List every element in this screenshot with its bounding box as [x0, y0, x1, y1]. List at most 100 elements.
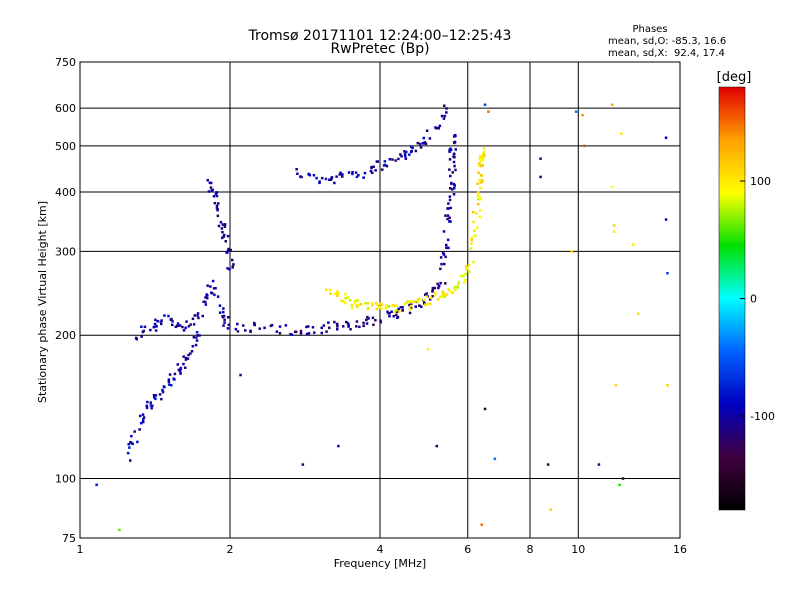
- x-tick-label: 1: [77, 543, 84, 556]
- data-point: [362, 324, 365, 328]
- data-point: [253, 321, 256, 325]
- data-point: [191, 345, 195, 348]
- data-point: [152, 325, 156, 329]
- data-point: [443, 262, 446, 266]
- data-point: [202, 300, 205, 303]
- data-point: [487, 110, 490, 113]
- data-point: [218, 304, 222, 307]
- data-point: [442, 251, 445, 255]
- data-point: [192, 336, 196, 339]
- data-point: [380, 303, 384, 306]
- data-point: [223, 233, 226, 237]
- data-point: [477, 171, 480, 174]
- data-point: [417, 300, 420, 304]
- data-point: [403, 153, 407, 156]
- data-point: [483, 153, 486, 157]
- data-point: [372, 165, 375, 168]
- y-tick-label: 200: [55, 329, 76, 342]
- data-point: [217, 224, 221, 228]
- data-point: [307, 325, 310, 328]
- data-point: [163, 385, 166, 389]
- data-point: [236, 322, 239, 326]
- data-point: [611, 103, 614, 106]
- data-point: [187, 353, 190, 357]
- data-point: [479, 186, 482, 190]
- data-point: [129, 440, 132, 444]
- data-point: [335, 175, 338, 178]
- data-point: [445, 107, 448, 110]
- data-point: [424, 303, 428, 307]
- data-point: [398, 310, 401, 313]
- data-point: [478, 162, 481, 165]
- data-point: [399, 306, 403, 309]
- data-point: [403, 303, 406, 306]
- data-point: [404, 154, 407, 158]
- data-point: [422, 141, 426, 145]
- data-point: [408, 303, 411, 307]
- data-point: [401, 309, 404, 312]
- data-point: [481, 180, 484, 183]
- data-point: [481, 164, 484, 167]
- data-point: [453, 140, 457, 144]
- data-point: [453, 133, 457, 137]
- data-point: [207, 190, 211, 193]
- data-point: [347, 325, 350, 328]
- data-point: [395, 309, 398, 312]
- data-point: [429, 302, 432, 306]
- data-point: [196, 334, 199, 337]
- data-point: [126, 451, 130, 455]
- data-point: [305, 332, 309, 336]
- data-point: [320, 176, 324, 180]
- data-point: [222, 314, 226, 318]
- data-point: [446, 217, 449, 221]
- data-point: [405, 150, 408, 154]
- data-point: [222, 310, 225, 314]
- data-point: [160, 322, 163, 326]
- data-point: [365, 322, 369, 325]
- data-point: [160, 397, 163, 401]
- data-point: [139, 414, 142, 418]
- data-point: [395, 304, 398, 307]
- data-point: [372, 323, 375, 326]
- data-point: [447, 246, 450, 250]
- data-point: [128, 446, 131, 449]
- data-point: [447, 288, 450, 291]
- data-point: [546, 463, 550, 466]
- data-point: [410, 145, 413, 149]
- data-point: [460, 274, 463, 278]
- data-point: [452, 286, 456, 289]
- data-point: [136, 440, 139, 444]
- data-point: [214, 287, 217, 290]
- y-tick-label: 600: [55, 102, 76, 115]
- data-point: [224, 240, 227, 243]
- data-point: [409, 304, 413, 308]
- data-point: [253, 323, 256, 326]
- data-point: [370, 166, 373, 170]
- data-point: [366, 315, 369, 319]
- data-point: [611, 185, 614, 189]
- data-point: [479, 181, 482, 185]
- data-point: [370, 301, 374, 305]
- data-point: [344, 297, 347, 300]
- data-point: [452, 135, 456, 138]
- data-point: [570, 250, 573, 253]
- data-point: [154, 329, 158, 332]
- data-point: [333, 181, 336, 185]
- data-point: [384, 163, 387, 167]
- data-point: [327, 321, 330, 324]
- data-point: [219, 221, 223, 224]
- data-point: [215, 207, 219, 210]
- data-point: [437, 284, 441, 288]
- data-point: [209, 186, 213, 189]
- data-point: [476, 197, 480, 201]
- data-point: [185, 320, 188, 323]
- data-point: [182, 362, 185, 366]
- data-point: [436, 298, 440, 301]
- data-point: [385, 304, 388, 307]
- data-point: [387, 305, 391, 308]
- data-point: [218, 311, 222, 314]
- data-point: [399, 153, 402, 156]
- data-point: [477, 164, 481, 167]
- data-point: [413, 300, 416, 304]
